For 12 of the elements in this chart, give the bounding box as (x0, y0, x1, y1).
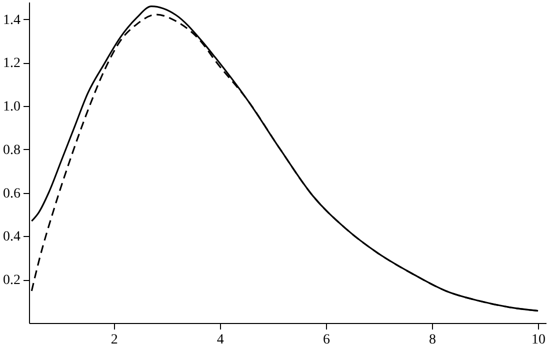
x-tick-label: 8 (428, 332, 436, 348)
x-tick-label: 10 (532, 332, 546, 348)
y-tick-label: 1.0 (3, 100, 20, 115)
x-tick-label: 2 (110, 332, 118, 348)
y-tick-label: 0.2 (3, 273, 20, 288)
x-tick-label: 4 (216, 332, 224, 348)
y-tick-label: 0.6 (3, 186, 20, 202)
y-tick-label: 1.2 (3, 56, 20, 72)
y-tick-label: 1.4 (3, 12, 20, 28)
y-tick-label: 0.8 (3, 142, 20, 158)
y-tick-label: 0.4 (3, 230, 20, 245)
x-tick-label: 6 (322, 332, 330, 348)
